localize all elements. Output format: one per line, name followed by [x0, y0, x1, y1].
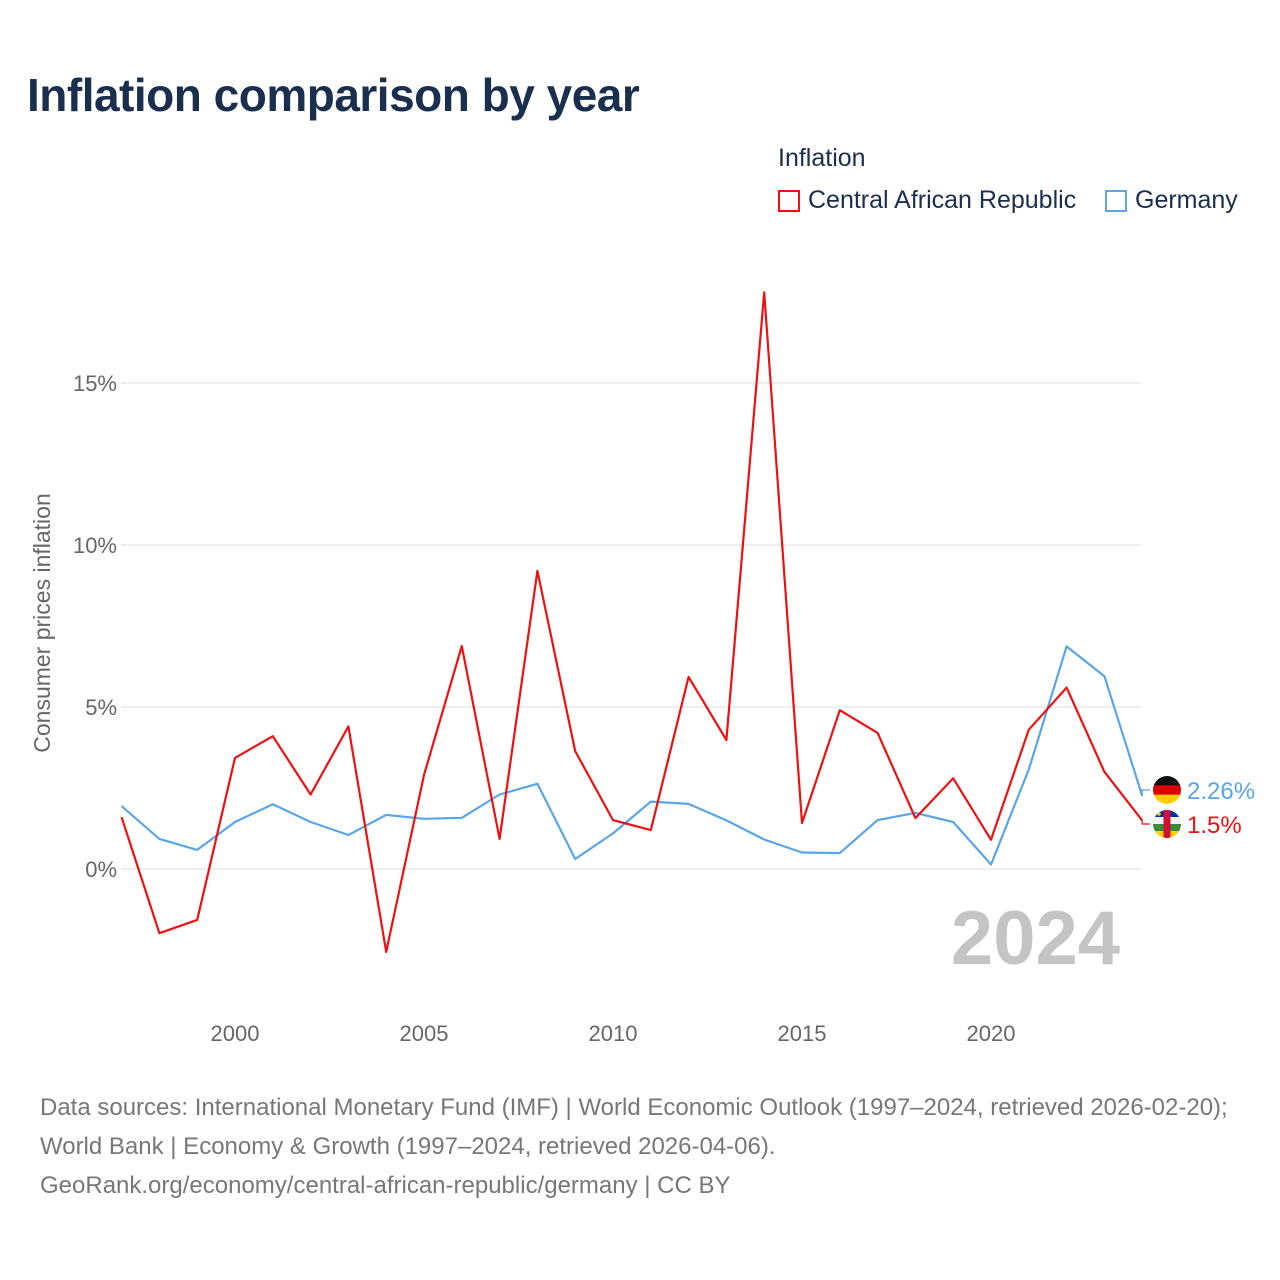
legend-label-car: Central African Republic	[808, 186, 1077, 214]
y-tick-label: 15%	[73, 371, 117, 396]
legend-swatch-car	[778, 189, 800, 212]
legend-title: Inflation	[778, 144, 866, 172]
flag-stripe	[1153, 785, 1181, 796]
flag-stripe	[1163, 810, 1171, 838]
data-sources: Data sources: International Monetary Fun…	[40, 1094, 1228, 1160]
flag-stripe	[1153, 794, 1181, 804]
y-axis-label: Consumer prices inflation	[29, 493, 55, 753]
credit-link[interactable]: GeoRank.org/economy/central-african-repu…	[40, 1172, 731, 1199]
footer: Data sources: International Monetary Fun…	[40, 1088, 1250, 1205]
legend-swatch-germany	[1105, 189, 1127, 212]
legend-item-car[interactable]: Central African Republic	[778, 186, 1076, 215]
series-line-central-african-republic	[120, 291, 1144, 954]
end-label-connector	[1141, 789, 1150, 796]
central-african-republic-flag-icon	[1153, 810, 1181, 838]
flag-stripe	[1153, 776, 1181, 786]
y-tick-label: 10%	[73, 533, 117, 558]
x-tick-label: 2000	[211, 1021, 260, 1046]
y-tick-label: 0%	[85, 857, 117, 882]
legend-item-germany[interactable]: Germany	[1105, 186, 1238, 215]
x-tick-label: 2015	[778, 1021, 827, 1046]
year-watermark: 2024	[951, 896, 1120, 981]
germany-flag-icon	[1153, 776, 1181, 804]
flag-star	[1157, 812, 1161, 816]
y-tick-label: 5%	[85, 695, 117, 720]
legend-label-germany: Germany	[1135, 186, 1238, 214]
flag-body	[1153, 810, 1181, 838]
flag-body	[1153, 776, 1181, 804]
end-label-germany: 2.26%	[1187, 778, 1255, 805]
x-tick-label: 2010	[589, 1021, 638, 1046]
series-line-germany	[120, 645, 1144, 866]
chart-plot: 0% 5% 10% 15% 2000 2005 2010 2015 2020 Consumer p…	[29, 291, 1255, 1046]
chart-title: Inflation comparison by year	[27, 69, 640, 121]
x-tick-label: 2020	[967, 1021, 1016, 1046]
end-label-central-african-republic: 1.5%	[1187, 812, 1242, 839]
end-label-connector	[1141, 820, 1150, 825]
x-tick-label: 2005	[400, 1021, 449, 1046]
